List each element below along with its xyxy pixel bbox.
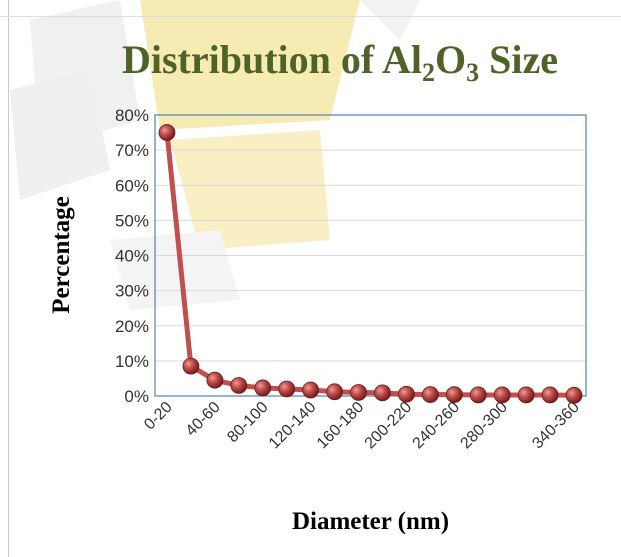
- frame-border-top: [0, 16, 621, 17]
- axes: [154, 114, 587, 397]
- frame-border-left: [8, 0, 9, 557]
- data-point: [398, 385, 415, 403]
- data-point: [254, 379, 272, 397]
- y-tick-label: 70%: [115, 141, 149, 160]
- grid-lines: [155, 114, 586, 362]
- plot-area-border: [154, 114, 587, 397]
- data-point: [278, 380, 296, 398]
- data-point: [445, 386, 463, 403]
- title-subscript: 3: [466, 58, 480, 87]
- y-tick-label: 20%: [115, 317, 149, 336]
- y-tick-label: 40%: [115, 247, 149, 266]
- data-point: [374, 384, 391, 402]
- data-point: [350, 384, 367, 401]
- data-point: [182, 357, 200, 375]
- y-tick-label: 50%: [115, 211, 149, 230]
- data-series: [158, 124, 583, 404]
- y-tick-label: 60%: [115, 176, 149, 195]
- data-point: [541, 386, 559, 404]
- x-tick-labels: 0-20 40-60 80-100120-140160-180200-220240-…: [141, 399, 583, 453]
- chart-title: Distribution of Al2O3 Size: [60, 36, 620, 86]
- data-point: [302, 381, 320, 399]
- title-part: Size: [479, 37, 559, 82]
- x-axis-label: Diameter (nm): [291, 508, 450, 535]
- y-tick-label: 10%: [115, 352, 149, 371]
- x-tick-label: 240-260: [410, 399, 464, 453]
- x-tick-label: 340-360: [529, 399, 583, 453]
- title-subscript: 2: [422, 58, 436, 87]
- x-tick-label: 120-140: [266, 399, 320, 453]
- x-tick-label: 40-60: [183, 399, 224, 440]
- data-point: [158, 124, 176, 141]
- y-tick-labels: 0% 10% 20% 30% 40% 50% 60% 70% 80%: [115, 106, 149, 406]
- data-point: [565, 386, 583, 404]
- data-point: [517, 386, 535, 404]
- y-tick-label: 30%: [115, 282, 149, 301]
- data-point: [421, 386, 439, 403]
- x-tick-label: 280-300: [457, 399, 511, 453]
- data-point: [493, 386, 511, 404]
- data-point: [206, 371, 224, 389]
- x-tick-label: 80-100: [224, 399, 271, 446]
- y-tick-label: 80%: [115, 106, 149, 125]
- data-point: [326, 383, 343, 401]
- x-tick-label: 200-220: [362, 399, 416, 453]
- y-tick-label: 0%: [124, 387, 149, 406]
- series-line: [164, 130, 577, 398]
- data-point: [469, 386, 487, 404]
- title-part: O: [435, 37, 467, 82]
- data-point: [230, 377, 248, 394]
- x-tick-label: 160-180: [314, 399, 368, 453]
- title-part: Distribution of Al: [121, 37, 423, 82]
